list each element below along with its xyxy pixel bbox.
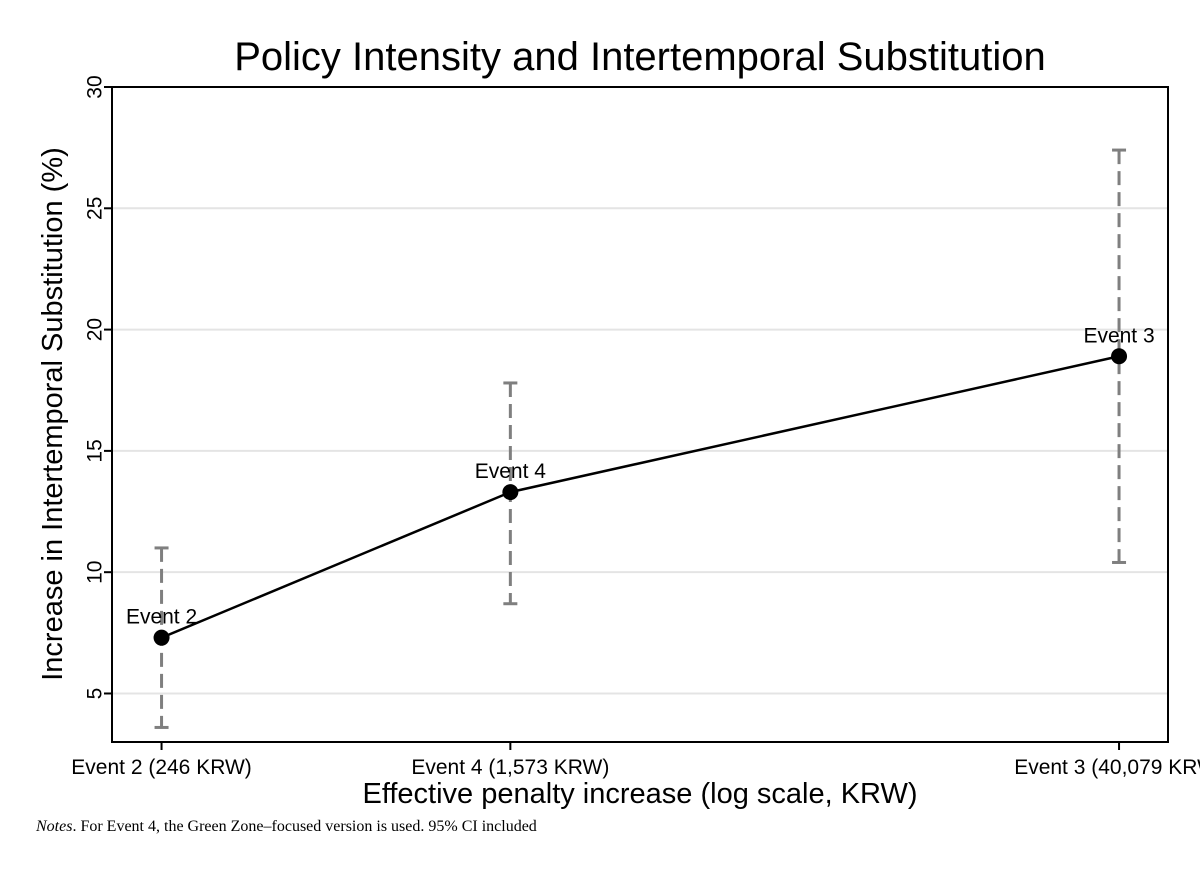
point-label: Event 3 — [1083, 324, 1154, 347]
point-label: Event 2 — [126, 606, 197, 629]
grid — [112, 86, 1168, 695]
y-tick-label: 20 — [84, 318, 107, 341]
data-point — [502, 484, 519, 501]
data-points — [153, 348, 1128, 646]
point-label: Event 4 — [475, 460, 547, 483]
notes-lead: Notes — [36, 818, 73, 835]
y-tick-label: 5 — [84, 688, 107, 700]
confidence-intervals — [154, 148, 1127, 729]
series-line — [161, 355, 1120, 639]
x-axis-title: Effective penalty increase (log scale, K… — [362, 778, 917, 810]
chart-title: Policy Intensity and Intertemporal Subst… — [234, 35, 1046, 79]
x-axis-ticks: Event 2 (246 KRW) Event 4 (1,573 KRW) Even… — [71, 742, 1200, 779]
x-tick-label: Event 3 (40,079 KRW) — [1014, 756, 1200, 779]
data-point — [153, 629, 170, 646]
plot-frame — [111, 86, 1169, 743]
x-tick-label: Event 2 (246 KRW) — [71, 756, 252, 779]
notes-text: . For Event 4, the Green Zone–focused ve… — [72, 818, 537, 835]
point-labels: Event 2 Event 4 Event 3 — [126, 324, 1155, 628]
y-axis-ticks: 5 10 15 20 25 30 — [84, 75, 112, 699]
y-axis-title: Increase in Intertemporal Substitution (… — [37, 147, 69, 681]
y-tick-label: 15 — [84, 439, 107, 462]
y-tick-label: 30 — [84, 75, 107, 98]
y-tick-label: 10 — [84, 561, 107, 584]
data-point — [1111, 348, 1128, 365]
y-tick-label: 25 — [84, 197, 107, 220]
notes: Notes. For Event 4, the Green Zone–focus… — [36, 818, 537, 836]
x-tick-label: Event 4 (1,573 KRW) — [411, 756, 609, 779]
